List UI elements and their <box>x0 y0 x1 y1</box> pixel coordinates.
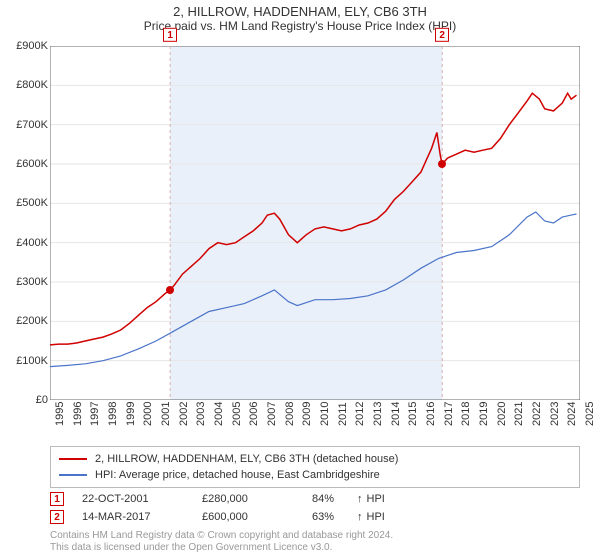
legend-row: HPI: Average price, detached house, East… <box>59 467 571 483</box>
footer-attribution: Contains HM Land Registry data © Crown c… <box>50 530 580 554</box>
x-tick-label: 2012 <box>354 402 366 426</box>
sale-pct: 84% <box>312 493 357 505</box>
x-tick-label: 2006 <box>248 402 260 426</box>
sale-date: 14-MAR-2017 <box>82 511 202 523</box>
x-tick-label: 2002 <box>178 402 190 426</box>
x-tick-label: 2005 <box>231 402 243 426</box>
chart-title: 2, HILLROW, HADDENHAM, ELY, CB6 3TH <box>0 0 600 19</box>
x-tick-label: 2009 <box>301 402 313 426</box>
x-tick-label: 2011 <box>337 402 349 426</box>
x-tick-label: 2014 <box>390 402 402 426</box>
x-tick-label: 1999 <box>125 402 137 426</box>
footer-line1: Contains HM Land Registry data © Crown c… <box>50 530 580 542</box>
x-tick-label: 1995 <box>54 402 66 426</box>
sale-suffix: HPI <box>367 493 385 505</box>
y-tick-label: £100K <box>0 355 48 367</box>
chart-svg <box>50 46 580 400</box>
x-tick-label: 1998 <box>107 402 119 426</box>
chart-subtitle: Price paid vs. HM Land Registry's House … <box>0 19 600 37</box>
x-tick-label: 2007 <box>266 402 278 426</box>
x-tick-label: 2003 <box>195 402 207 426</box>
x-tick-label: 1997 <box>89 402 101 426</box>
sale-marker-dot <box>438 160 446 168</box>
sale-price: £280,000 <box>202 493 312 505</box>
y-tick-label: £400K <box>0 237 48 249</box>
sale-marker-flag: 2 <box>435 28 449 42</box>
sale-marker-flag: 1 <box>163 28 177 42</box>
x-tick-label: 2017 <box>443 402 455 426</box>
legend-swatch-hpi <box>59 474 87 476</box>
footer-line2: This data is licensed under the Open Gov… <box>50 542 580 554</box>
sale-row: 1 22-OCT-2001 £280,000 84% HPI <box>50 490 580 508</box>
x-tick-label: 2004 <box>213 402 225 426</box>
sale-marker-dot <box>166 286 174 294</box>
x-tick-label: 2021 <box>513 402 525 426</box>
x-tick-label: 2015 <box>407 402 419 426</box>
x-tick-label: 2016 <box>425 402 437 426</box>
sale-marker-box: 1 <box>50 492 64 506</box>
y-tick-label: £800K <box>0 79 48 91</box>
arrow-up-icon <box>357 511 363 523</box>
legend-swatch-property <box>59 458 87 460</box>
x-tick-label: 2024 <box>566 402 578 426</box>
x-tick-label: 2019 <box>478 402 490 426</box>
y-tick-label: £300K <box>0 276 48 288</box>
y-tick-label: £900K <box>0 40 48 52</box>
x-tick-label: 2010 <box>319 402 331 426</box>
legend-label-property: 2, HILLROW, HADDENHAM, ELY, CB6 3TH (det… <box>95 453 398 465</box>
legend-row: 2, HILLROW, HADDENHAM, ELY, CB6 3TH (det… <box>59 451 571 467</box>
y-tick-label: £700K <box>0 119 48 131</box>
x-tick-label: 2013 <box>372 402 384 426</box>
x-tick-label: 2000 <box>142 402 154 426</box>
x-tick-label: 2020 <box>496 402 508 426</box>
x-tick-label: 2018 <box>460 402 472 426</box>
y-tick-label: £200K <box>0 315 48 327</box>
x-tick-label: 2025 <box>584 402 596 426</box>
sale-suffix: HPI <box>367 511 385 523</box>
sale-price: £600,000 <box>202 511 312 523</box>
y-tick-label: £0 <box>0 394 48 406</box>
y-tick-label: £600K <box>0 158 48 170</box>
arrow-up-icon <box>357 493 363 505</box>
sale-row: 2 14-MAR-2017 £600,000 63% HPI <box>50 508 580 526</box>
x-tick-label: 1996 <box>72 402 84 426</box>
x-tick-label: 2001 <box>160 402 172 426</box>
chart-legend: 2, HILLROW, HADDENHAM, ELY, CB6 3TH (det… <box>50 446 580 488</box>
sale-date: 22-OCT-2001 <box>82 493 202 505</box>
sale-marker-box: 2 <box>50 510 64 524</box>
x-tick-label: 2022 <box>531 402 543 426</box>
x-tick-label: 2023 <box>549 402 561 426</box>
legend-label-hpi: HPI: Average price, detached house, East… <box>95 469 380 481</box>
sale-pct: 63% <box>312 511 357 523</box>
chart-plot-area: £0£100K£200K£300K£400K£500K£600K£700K£80… <box>50 46 580 400</box>
y-tick-label: £500K <box>0 197 48 209</box>
sale-events: 1 22-OCT-2001 £280,000 84% HPI 2 14-MAR-… <box>50 490 580 526</box>
x-tick-label: 2008 <box>284 402 296 426</box>
